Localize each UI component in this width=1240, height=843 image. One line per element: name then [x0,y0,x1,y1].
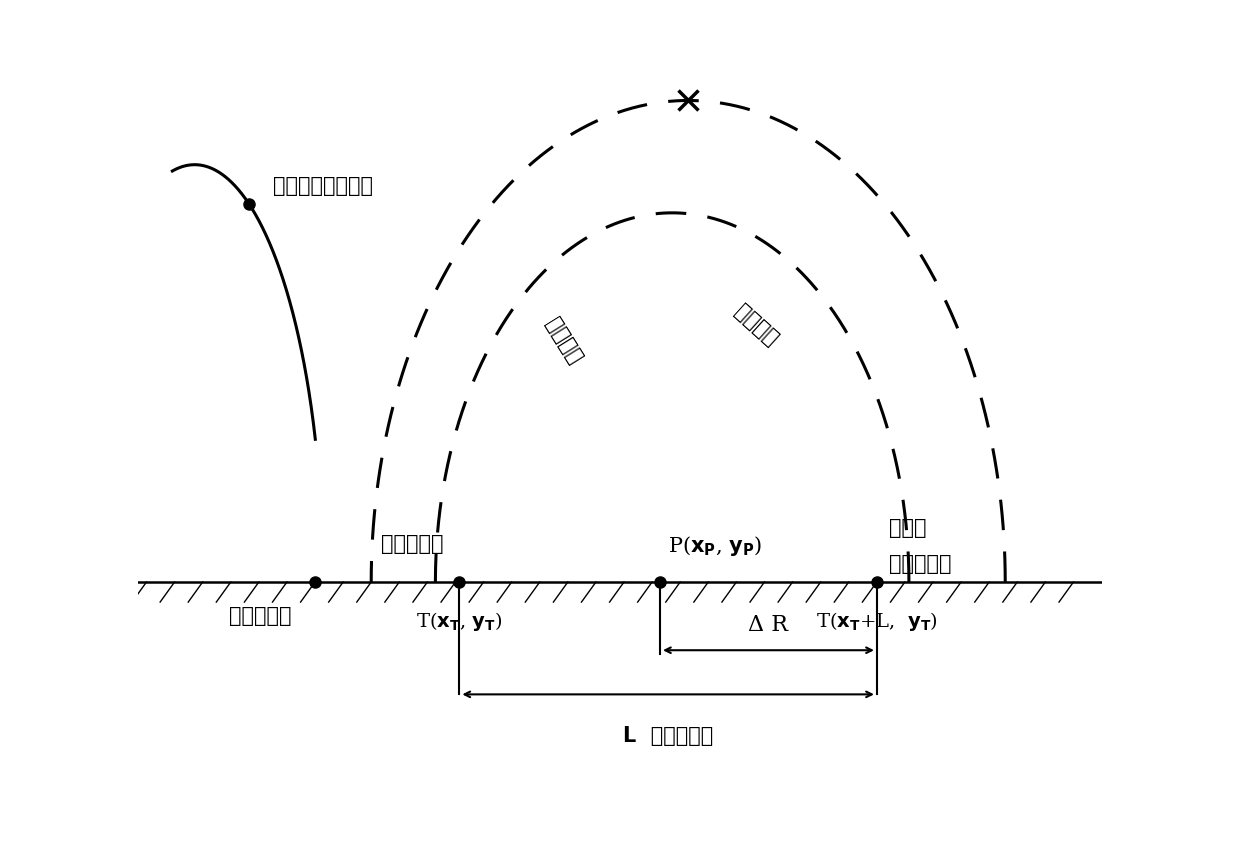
Text: 升弧段: 升弧段 [889,518,926,538]
Text: T($\mathbf{x_T}$+L,  $\mathbf{y_T}$): T($\mathbf{x_T}$+L, $\mathbf{y_T}$) [816,610,937,633]
Text: P($\mathbf{x_P}$, $\mathbf{y_P}$): P($\mathbf{x_P}$, $\mathbf{y_P}$) [668,534,763,558]
Text: 任务目标点: 任务目标点 [381,534,444,554]
Text: Δ R: Δ R [749,614,789,636]
Text: 预测轨迹: 预测轨迹 [542,314,585,368]
Text: 当前时刻飞行位置: 当前时刻飞行位置 [273,175,373,196]
Text: 虚拟目标点: 虚拟目标点 [889,554,951,574]
Text: 制导轨迹: 制导轨迹 [732,301,781,349]
Text: 发射点位置: 发射点位置 [228,606,291,626]
Text: T($\mathbf{x_T}$, $\mathbf{y_T}$): T($\mathbf{x_T}$, $\mathbf{y_T}$) [417,610,502,633]
Text: L  目标偏移量: L 目标偏移量 [622,727,713,746]
